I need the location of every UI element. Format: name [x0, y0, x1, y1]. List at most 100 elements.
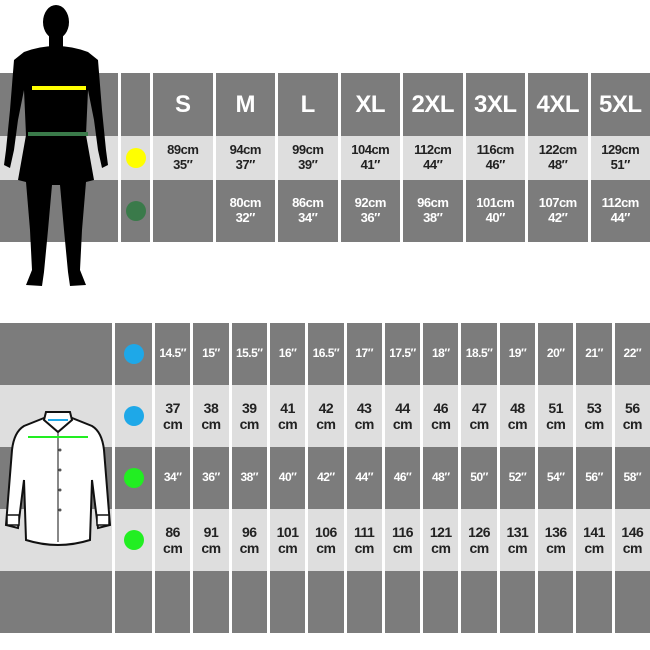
figure-cell — [0, 323, 112, 385]
chest-cm-value: 146 cm — [614, 509, 650, 571]
empty-cell — [308, 571, 344, 633]
value: 15.5″ — [235, 346, 263, 361]
value: 48 — [510, 399, 525, 416]
value: 22″ — [623, 346, 642, 361]
waist-value: 86cm 34″ — [278, 180, 338, 242]
chest-value: 112cm 44″ — [403, 136, 463, 180]
value: 40″ — [278, 470, 297, 485]
value: 18″ — [431, 346, 450, 361]
chest-marker-icon — [125, 148, 146, 168]
unit-label: cm — [316, 540, 336, 556]
unit-label: cm — [392, 540, 413, 556]
value: 17″ — [355, 346, 373, 361]
unit-label: cm — [239, 540, 260, 556]
size-header: 3XL — [465, 73, 525, 136]
unit-label: cm — [354, 416, 375, 432]
size-header: S — [153, 73, 213, 136]
value: 48″ — [431, 470, 450, 485]
collar-cm-value: 37 cm — [155, 385, 191, 447]
inch-value: 32″ — [235, 210, 256, 225]
value: 44″ — [355, 470, 373, 485]
inch-value: 35″ — [173, 157, 193, 172]
chest-cm-value: 121 cm — [423, 509, 459, 571]
collar-cm-marker-icon — [123, 406, 144, 426]
chest-inch-value: 46″ — [384, 447, 421, 509]
body-size-table: S M L XL 2XL 3XL 4XL 5XL 89cm 35″ 94cm 37″ 99cm 39″ 10… — [0, 73, 650, 242]
body-silhouette-icon — [4, 5, 108, 286]
collar-inch-value: 19″ — [499, 323, 536, 385]
value: 19″ — [508, 346, 527, 361]
empty-cell — [115, 571, 152, 633]
value: 34″ — [163, 470, 182, 485]
chest-value: 129cm 51″ — [590, 136, 650, 180]
cm-value: 112cm — [601, 195, 640, 211]
value: 116 — [391, 523, 414, 540]
empty-cell — [193, 571, 229, 633]
cm-value: 101cm — [476, 195, 515, 211]
value: 136 — [544, 523, 567, 540]
value: 38 — [203, 399, 219, 416]
cm-value: 86cm — [292, 195, 324, 211]
empty-cell — [538, 571, 574, 633]
value: 20″ — [546, 346, 565, 361]
value: 17.5″ — [389, 346, 416, 361]
size-header: 4XL — [528, 73, 588, 136]
waist-value: 107cm 42″ — [528, 180, 588, 242]
value: 131 — [506, 523, 529, 540]
collar-cm-value: 53 cm — [576, 385, 612, 447]
size-label: 4XL — [536, 90, 579, 118]
collar-inch-value: 21″ — [576, 323, 612, 385]
collar-inch-value: 17.5″ — [384, 323, 421, 385]
value: 86 — [165, 523, 180, 540]
size-label: S — [174, 90, 191, 118]
empty-cell — [614, 571, 650, 633]
empty-cell — [461, 571, 497, 633]
value: 52″ — [508, 470, 527, 485]
unit-label: cm — [469, 416, 489, 432]
inch-value: 39″ — [298, 157, 318, 172]
unit-label: cm — [622, 540, 643, 556]
value: 91 — [203, 523, 219, 540]
chest-inch-value: 58″ — [614, 447, 650, 509]
unit-label: cm — [201, 540, 221, 556]
value: 39 — [241, 399, 257, 416]
chest-inch-value: 56″ — [576, 447, 612, 509]
empty-cell — [576, 571, 612, 633]
value: 37 — [165, 399, 180, 416]
marker-cell — [121, 73, 150, 136]
figure-cell — [0, 180, 118, 242]
value: 46″ — [393, 470, 412, 485]
unit-label: cm — [431, 416, 451, 432]
collar-inch-value: 15.5″ — [231, 323, 267, 385]
inch-value: 41″ — [360, 157, 381, 172]
empty-cell — [346, 571, 382, 633]
inch-value: 40″ — [485, 210, 506, 225]
value: 121 — [429, 523, 452, 540]
waist-value: 112cm 44″ — [590, 180, 650, 242]
chest-cm-value: 141 cm — [576, 509, 612, 571]
chest-inch-value: 38″ — [231, 447, 267, 509]
chest-inch-value: 34″ — [155, 447, 191, 509]
empty-cell — [384, 571, 421, 633]
value: 141 — [583, 523, 605, 540]
chest-value: 104cm 41″ — [340, 136, 400, 180]
size-header: M — [215, 73, 275, 136]
chest-inch-value: 50″ — [461, 447, 497, 509]
value: 47 — [471, 399, 487, 416]
chest-value: 89cm 35″ — [153, 136, 213, 180]
unit-label: cm — [239, 416, 260, 432]
size-header: L — [278, 73, 338, 136]
marker-cell — [115, 447, 152, 509]
value: 15″ — [202, 346, 220, 361]
cm-value: 122cm — [538, 142, 577, 158]
unit-label: cm — [277, 416, 298, 432]
collar-inch-value: 22″ — [614, 323, 650, 385]
cm-value: 89cm — [167, 142, 199, 158]
value: 51 — [548, 399, 563, 416]
unit-label: cm — [622, 416, 643, 432]
marker-cell — [121, 180, 150, 242]
unit-label: cm — [316, 416, 336, 432]
cm-value: 116cm — [476, 142, 515, 158]
cm-value: 92cm — [354, 195, 387, 211]
value: 38″ — [240, 470, 259, 485]
